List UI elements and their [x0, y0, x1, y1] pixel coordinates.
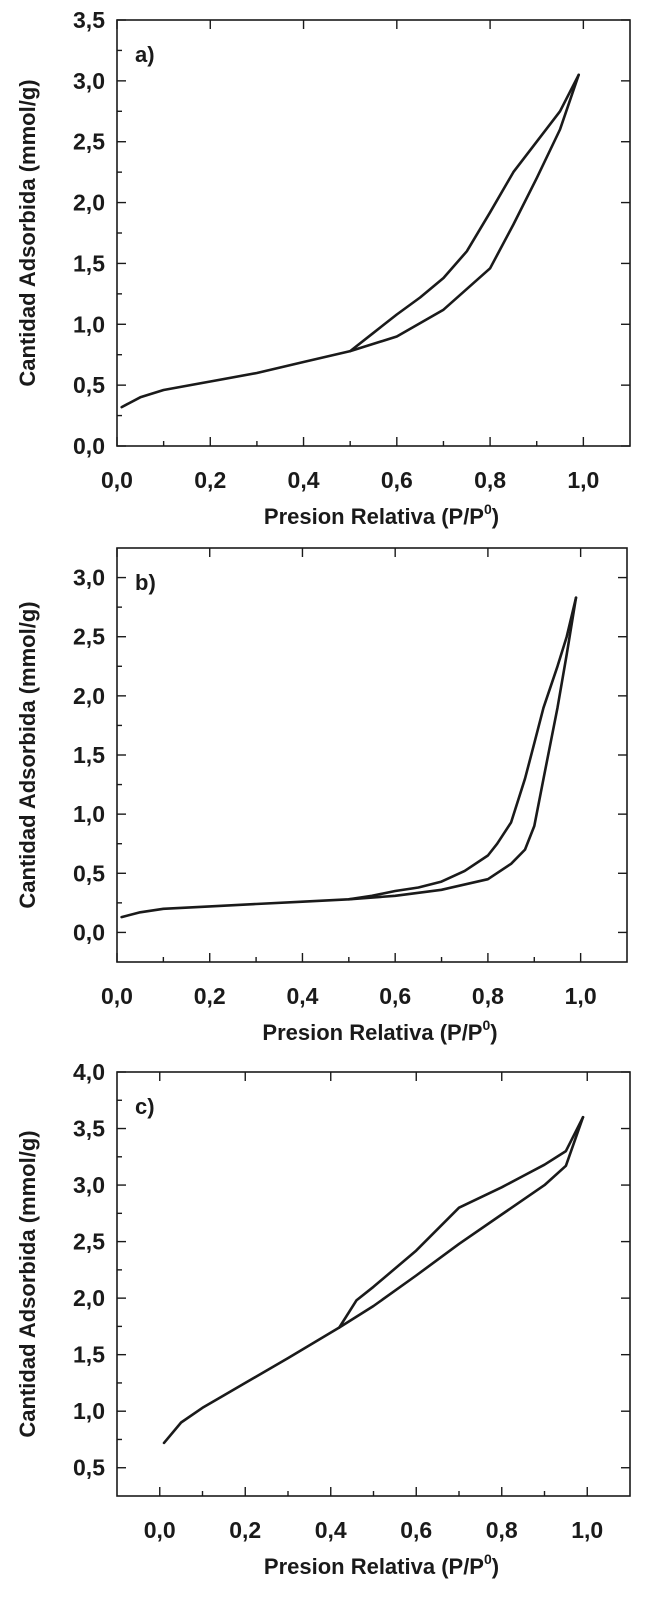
x-tick-label-b: 0,2: [194, 983, 226, 1009]
y-tick-label-b: 1,0: [73, 801, 105, 827]
y-tick-label-a: 1,0: [73, 311, 105, 337]
y-tick-label-a: 0,5: [73, 372, 105, 398]
x-tick-label-a: 1,0: [567, 467, 599, 493]
x-axis-title-superscript: 0: [482, 1017, 490, 1033]
x-tick-label-c: 0,6: [400, 1517, 432, 1543]
plot-frame-b: [116, 547, 628, 963]
y-tick-label-a: 2,0: [73, 190, 105, 216]
x-axis-title-superscript: 0: [484, 501, 492, 517]
adsorption-curve-b: [120, 596, 578, 919]
adsorption-curve-a: [120, 73, 580, 409]
y-axis-title-c: Cantidad Adsorbida (mmol/g): [15, 1130, 40, 1437]
x-tick-label-b: 0,4: [286, 983, 318, 1009]
x-tick-label-a: 0,0: [101, 467, 133, 493]
y-tick-label-b: 2,0: [73, 683, 105, 709]
y-tick-label-c: 3,5: [73, 1116, 105, 1142]
x-axis-title-superscript: 0: [484, 1551, 492, 1567]
x-tick-label-a: 0,8: [474, 467, 506, 493]
y-axis-title-a: Cantidad Adsorbida (mmol/g): [15, 79, 40, 386]
y-tick-label-c: 4,0: [73, 1059, 105, 1085]
x-axis-title-main: Presion Relativa (P/P: [264, 1554, 484, 1579]
plot-frame-c: [116, 1071, 631, 1497]
y-tick-label-c: 1,5: [73, 1342, 105, 1368]
x-axis-title-b: Presion Relativa (P/P0): [262, 1017, 497, 1045]
y-axis-title-b: Cantidad Adsorbida (mmol/g): [15, 601, 40, 908]
x-tick-label-b: 0,0: [101, 983, 133, 1009]
desorption-curve-a: [348, 73, 580, 353]
x-axis-title-main: Presion Relativa (P/P: [264, 504, 484, 529]
x-tick-label-c: 0,2: [229, 1517, 261, 1543]
desorption-curve-b: [347, 596, 578, 901]
y-tick-label-b: 2,5: [73, 624, 105, 650]
y-tick-label-b: 3,0: [73, 565, 105, 591]
y-tick-label-c: 3,0: [73, 1172, 105, 1198]
y-tick-label-c: 2,0: [73, 1285, 105, 1311]
y-tick-label-c: 2,5: [73, 1229, 105, 1255]
x-tick-label-c: 0,4: [315, 1517, 347, 1543]
y-tick-label-a: 3,0: [73, 68, 105, 94]
y-tick-label-a: 2,5: [73, 129, 105, 155]
y-tick-label-a: 0,0: [73, 433, 105, 459]
adsorption-curve-c: [162, 1115, 585, 1445]
x-axis-title-close: ): [492, 504, 499, 529]
x-axis-title-close: ): [490, 1020, 497, 1045]
y-tick-label-b: 0,0: [73, 919, 105, 945]
x-axis-title-main: Presion Relativa (P/P: [262, 1020, 482, 1045]
chart-panel-a: 0,0 0,5 1,0 1,5 2,0 2,5 3,0 3,5 0,0 0,2 0,4 0,6 0,8 1…: [15, 7, 631, 529]
plot-frame-a: [116, 19, 631, 447]
y-tick-label-b: 0,5: [73, 860, 105, 886]
y-tick-label-a: 1,5: [73, 250, 105, 276]
panel-label-c: c): [135, 1094, 155, 1119]
x-tick-label-b: 0,8: [472, 983, 504, 1009]
x-tick-label-b: 1,0: [565, 983, 597, 1009]
x-axis-title-close: ): [492, 1554, 499, 1579]
x-tick-label-c: 0,0: [144, 1517, 176, 1543]
x-tick-label-c: 1,0: [571, 1517, 603, 1543]
x-tick-label-a: 0,2: [194, 467, 226, 493]
x-tick-label-c: 0,8: [486, 1517, 518, 1543]
chart-panel-b: 0,0 0,5 1,0 1,5 2,0 2,5 3,0 0,0 0,2 0,4 0,6 0,8 1,0 P…: [15, 547, 628, 1045]
y-tick-label-a: 3,5: [73, 7, 105, 33]
x-axis-title-c: Presion Relativa (P/P0): [264, 1551, 499, 1579]
x-tick-label-a: 0,4: [288, 467, 320, 493]
y-tick-label-b: 1,5: [73, 742, 105, 768]
panel-label-a: a): [135, 42, 155, 67]
y-tick-label-c: 1,0: [73, 1398, 105, 1424]
x-axis-title-a: Presion Relativa (P/P0): [264, 501, 499, 529]
x-tick-label-b: 0,6: [379, 983, 411, 1009]
y-tick-label-c: 0,5: [73, 1455, 105, 1481]
panel-label-b: b): [135, 570, 156, 595]
x-tick-label-a: 0,6: [381, 467, 413, 493]
desorption-curve-c: [338, 1115, 585, 1329]
chart-panel-c: 0,5 1,0 1,5 2,0 2,5 3,0 3,5 4,0 0,0 0,2 0,4 0,6 0,8 1…: [15, 1059, 631, 1579]
